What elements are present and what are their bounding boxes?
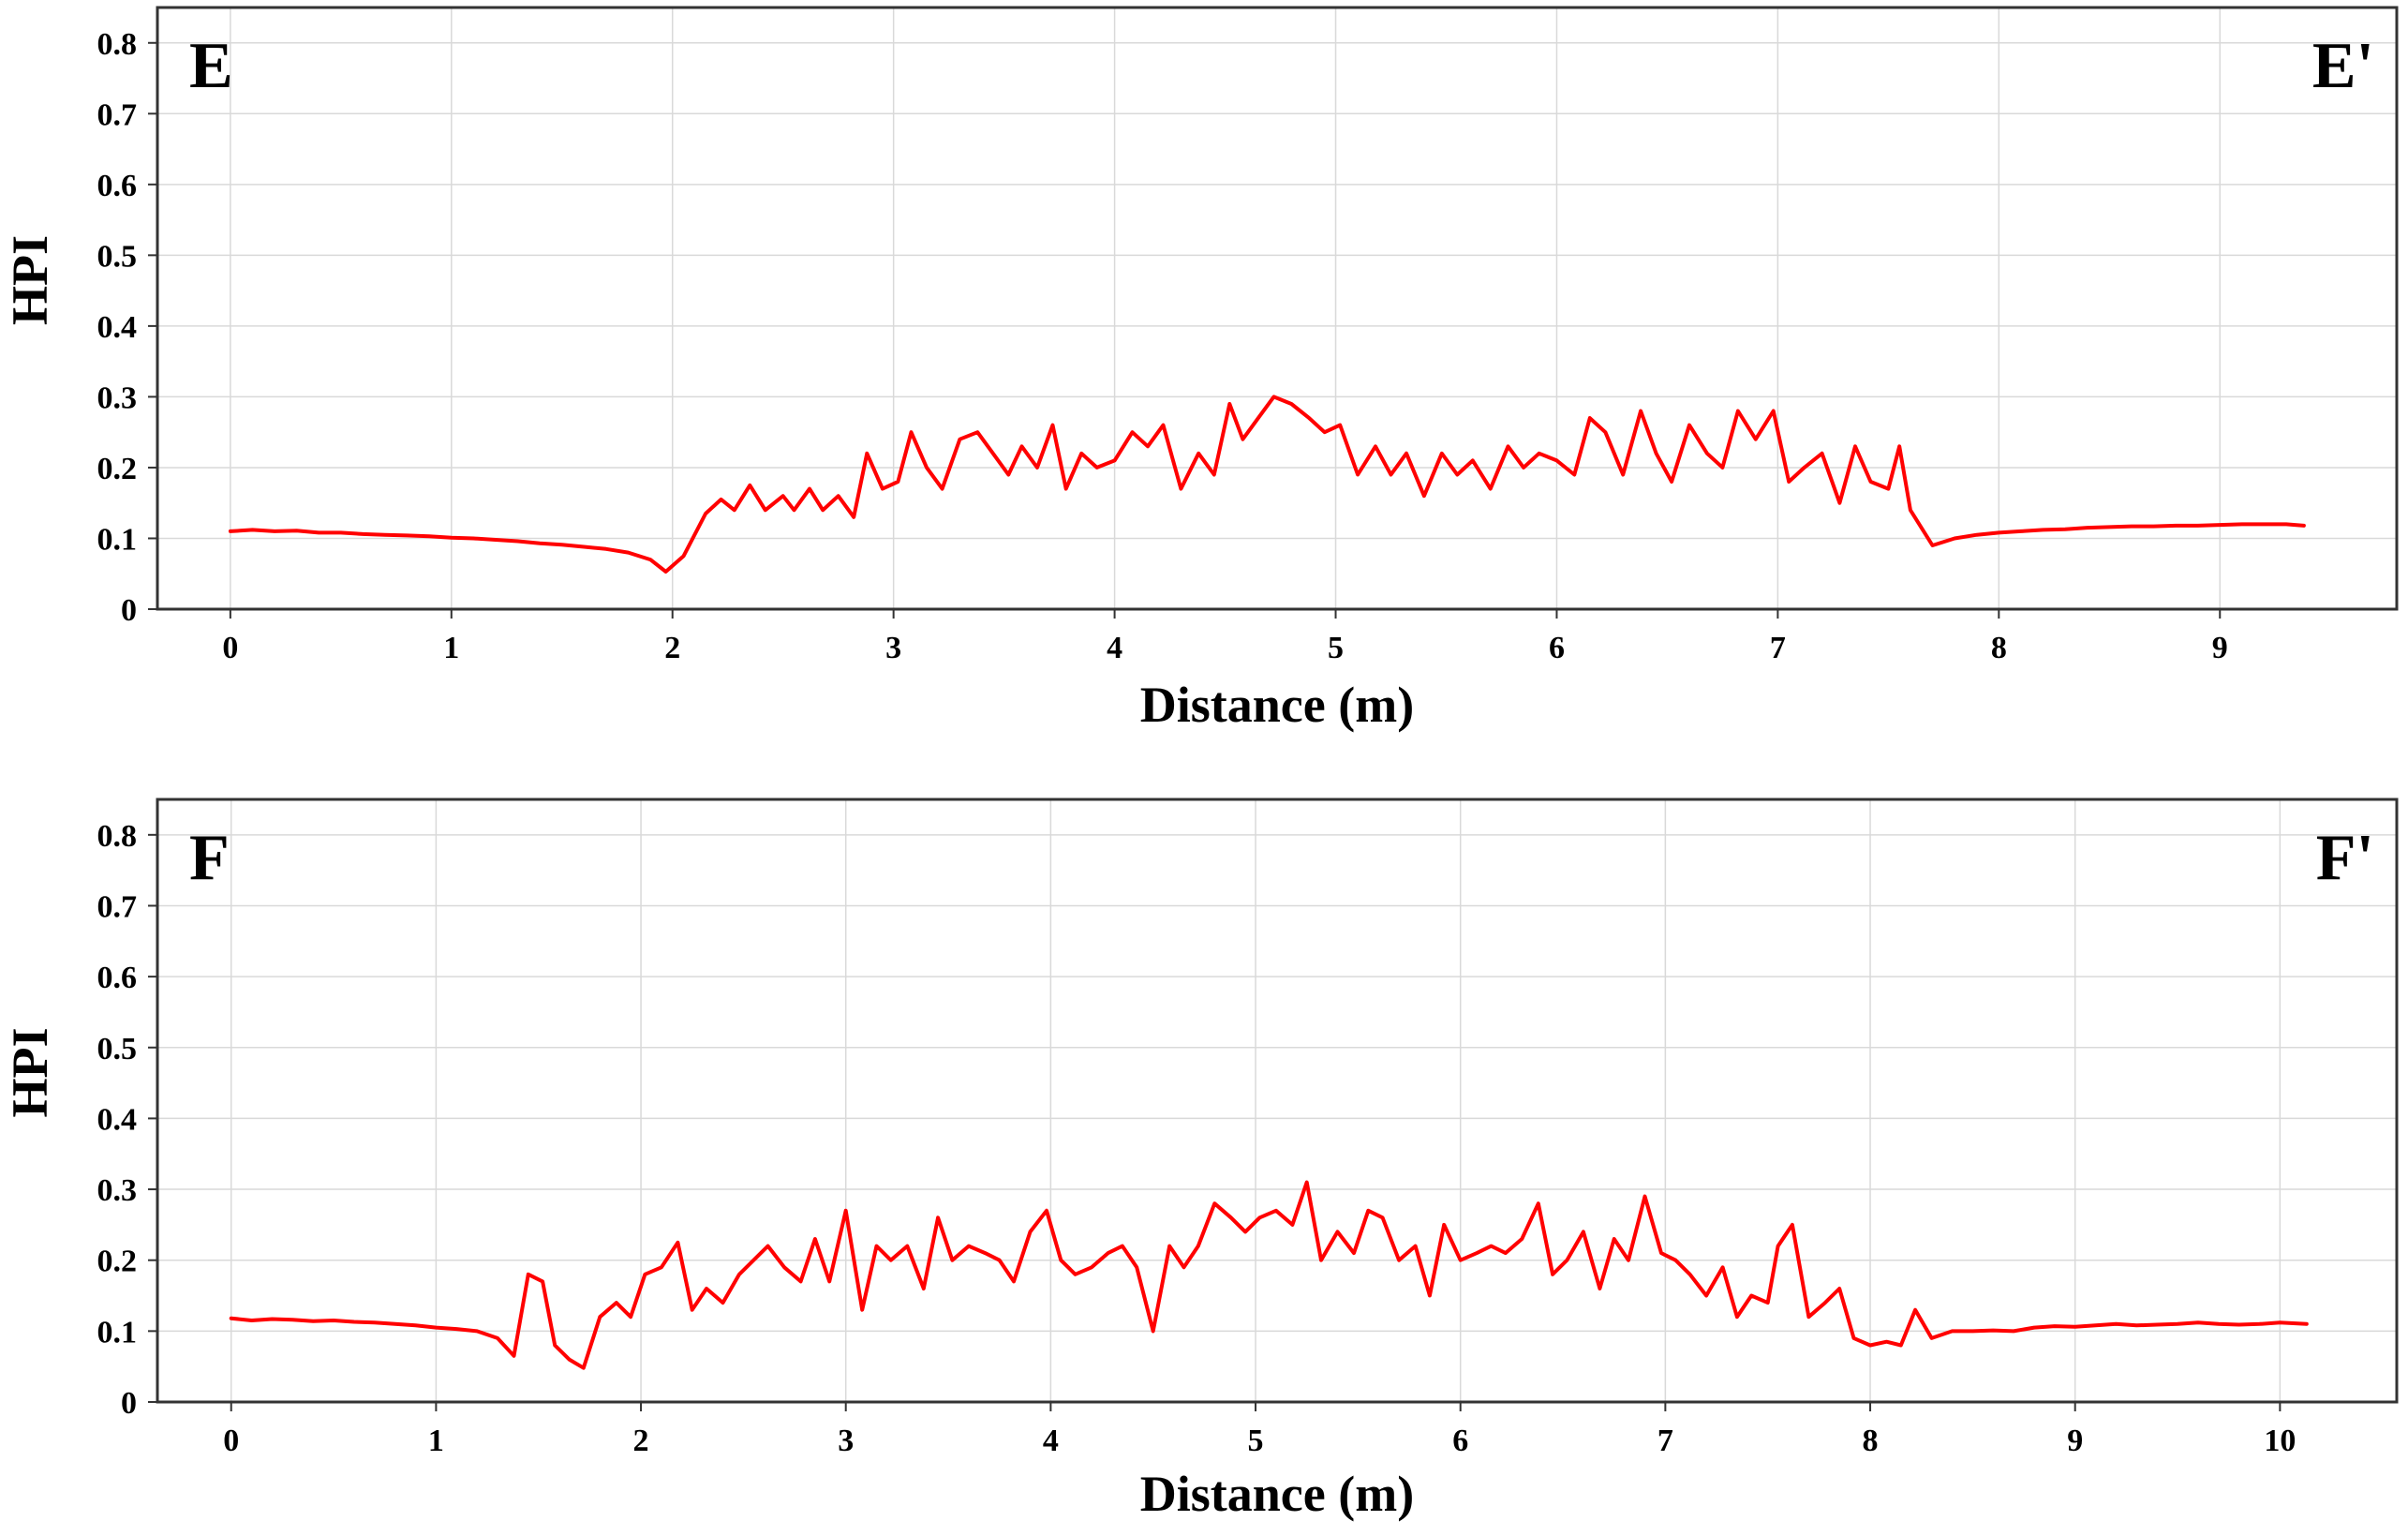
y-tick-label: 0.1 bbox=[97, 1315, 138, 1350]
x-axis-label: Distance (m) bbox=[1140, 677, 1414, 733]
x-tick-label: 0 bbox=[222, 631, 238, 665]
y-tick-label: 0.8 bbox=[97, 819, 138, 854]
x-axis-label: Distance (m) bbox=[1140, 1466, 1414, 1522]
plot-frame bbox=[156, 6, 2399, 611]
x-tick-label: 2 bbox=[664, 631, 680, 665]
x-tick-label: 1 bbox=[443, 631, 459, 665]
corner-label-left: E bbox=[189, 30, 233, 102]
y-tick-label: 0.4 bbox=[97, 1102, 138, 1137]
y-axis-label: HPI bbox=[2, 1027, 58, 1117]
y-tick-label: 0.6 bbox=[97, 169, 138, 203]
x-tick-label: 0 bbox=[223, 1424, 239, 1458]
x-tick-label: 7 bbox=[1770, 631, 1786, 665]
corner-label-left: F bbox=[189, 822, 230, 894]
y-tick-label: 0.8 bbox=[97, 27, 138, 62]
x-tick-label: 2 bbox=[633, 1424, 649, 1458]
series-line bbox=[228, 395, 2306, 574]
y-tick-label: 0.4 bbox=[97, 310, 138, 345]
x-tick-label: 3 bbox=[885, 631, 901, 665]
y-tick-label: 0.7 bbox=[97, 889, 138, 924]
y-tick-label: 0.1 bbox=[97, 522, 138, 557]
y-tick-label: 0.2 bbox=[97, 452, 138, 486]
x-tick-label: 3 bbox=[838, 1424, 854, 1458]
y-tick-label: 0 bbox=[121, 1386, 137, 1421]
x-tick-label: 1 bbox=[428, 1424, 444, 1458]
x-tick-label: 6 bbox=[1549, 631, 1565, 665]
x-tick-label: 9 bbox=[2067, 1424, 2083, 1458]
x-tick-label: 5 bbox=[1248, 1424, 1264, 1458]
x-tick-label: 6 bbox=[1452, 1424, 1468, 1458]
y-tick-label: 0.2 bbox=[97, 1245, 138, 1279]
x-tick-label: 4 bbox=[1107, 631, 1122, 665]
corner-label-right: E' bbox=[2312, 30, 2374, 102]
y-tick-label: 0.6 bbox=[97, 961, 138, 995]
y-tick-label: 0.3 bbox=[97, 380, 138, 415]
x-tick-label: 5 bbox=[1328, 631, 1344, 665]
plot-frame bbox=[156, 798, 2399, 1404]
y-tick-label: 0.7 bbox=[97, 97, 138, 132]
x-tick-label: 8 bbox=[1991, 631, 2007, 665]
chart-panel-1: 0 1 2 3 4 5 6 7 8 9 0 0.1 0.2 0.3 0.4 0.5 0.6 0.7 0.8 Dista… bbox=[2, 6, 2399, 733]
y-tick-label: 0.5 bbox=[97, 239, 138, 274]
series-line bbox=[229, 1180, 2309, 1370]
y-axis-label: HPI bbox=[2, 235, 58, 325]
x-tick-label: 4 bbox=[1043, 1424, 1059, 1458]
x-tick-label: 7 bbox=[1657, 1424, 1673, 1458]
y-tick-label: 0 bbox=[121, 593, 137, 628]
x-tick-label: 8 bbox=[1863, 1424, 1879, 1458]
x-tick-label: 9 bbox=[2212, 631, 2228, 665]
corner-label-right: F' bbox=[2316, 822, 2374, 894]
x-tick-label: 10 bbox=[2264, 1424, 2296, 1458]
y-tick-label: 0.5 bbox=[97, 1032, 138, 1066]
y-tick-label: 0.3 bbox=[97, 1173, 138, 1208]
chart-panel-2: 0 1 2 3 4 5 6 7 8 9 10 0 0.1 0.2 0.3 0.4 0.5 0.6 0.7 0.8 Dis… bbox=[2, 798, 2399, 1522]
